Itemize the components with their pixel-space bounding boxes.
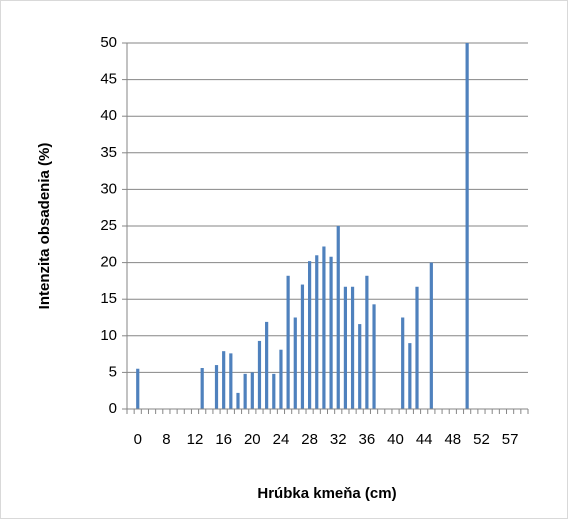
x-tick-label: 57 bbox=[502, 431, 519, 448]
bar bbox=[350, 286, 355, 409]
bar bbox=[214, 365, 219, 409]
bar bbox=[236, 392, 240, 409]
y-tick-label: 5 bbox=[109, 363, 117, 380]
x-tick-label: 48 bbox=[444, 431, 461, 448]
x-tick-label: 52 bbox=[473, 431, 490, 448]
bar bbox=[243, 373, 247, 409]
y-tick-label: 45 bbox=[100, 71, 117, 88]
bar bbox=[401, 317, 405, 409]
y-tick-label: 15 bbox=[100, 290, 117, 307]
bar bbox=[372, 304, 376, 409]
bar bbox=[465, 43, 469, 409]
x-tick-label: 8 bbox=[162, 431, 170, 448]
bar bbox=[222, 351, 226, 409]
bar bbox=[229, 353, 233, 409]
y-tick-label: 0 bbox=[109, 400, 117, 417]
bar bbox=[307, 261, 312, 409]
bar bbox=[250, 372, 254, 409]
y-tick-label: 40 bbox=[100, 107, 117, 124]
bar bbox=[329, 256, 333, 409]
bar bbox=[300, 284, 305, 409]
x-tick-label: 40 bbox=[387, 431, 404, 448]
bar bbox=[322, 246, 326, 409]
y-tick-label: 25 bbox=[100, 217, 117, 234]
bar bbox=[415, 286, 419, 409]
x-axis-title: Hrúbka kmeňa (cm) bbox=[257, 485, 396, 502]
bar bbox=[279, 349, 283, 409]
y-tick-label: 50 bbox=[100, 34, 117, 51]
x-tick-label: 32 bbox=[330, 431, 347, 448]
x-tick-label: 36 bbox=[359, 431, 376, 448]
y-tick-label: 20 bbox=[100, 254, 117, 271]
x-tick-label: 0 bbox=[134, 431, 142, 448]
bar bbox=[408, 343, 412, 409]
x-tick-label: 16 bbox=[215, 431, 232, 448]
y-tick-label: 35 bbox=[100, 144, 117, 161]
bar bbox=[257, 340, 262, 409]
bar bbox=[358, 324, 362, 409]
bar bbox=[315, 255, 319, 409]
bar bbox=[286, 275, 290, 409]
bar bbox=[429, 262, 433, 409]
bar bbox=[200, 368, 204, 409]
x-tick-label: 20 bbox=[244, 431, 261, 448]
bar bbox=[272, 373, 276, 409]
y-tick-label: 10 bbox=[100, 327, 117, 344]
bar bbox=[365, 275, 369, 409]
bar bbox=[343, 286, 348, 409]
y-axis-title: Intenzita obsadenia (%) bbox=[36, 143, 53, 310]
bar bbox=[293, 317, 297, 409]
x-tick-label: 28 bbox=[301, 431, 318, 448]
bar bbox=[336, 226, 340, 409]
bar bbox=[265, 321, 269, 409]
x-tick-label: 12 bbox=[187, 431, 204, 448]
x-tick-label: 24 bbox=[273, 431, 290, 448]
x-tick-label: 44 bbox=[416, 431, 433, 448]
y-tick-label: 30 bbox=[100, 180, 117, 197]
bar bbox=[136, 368, 140, 409]
